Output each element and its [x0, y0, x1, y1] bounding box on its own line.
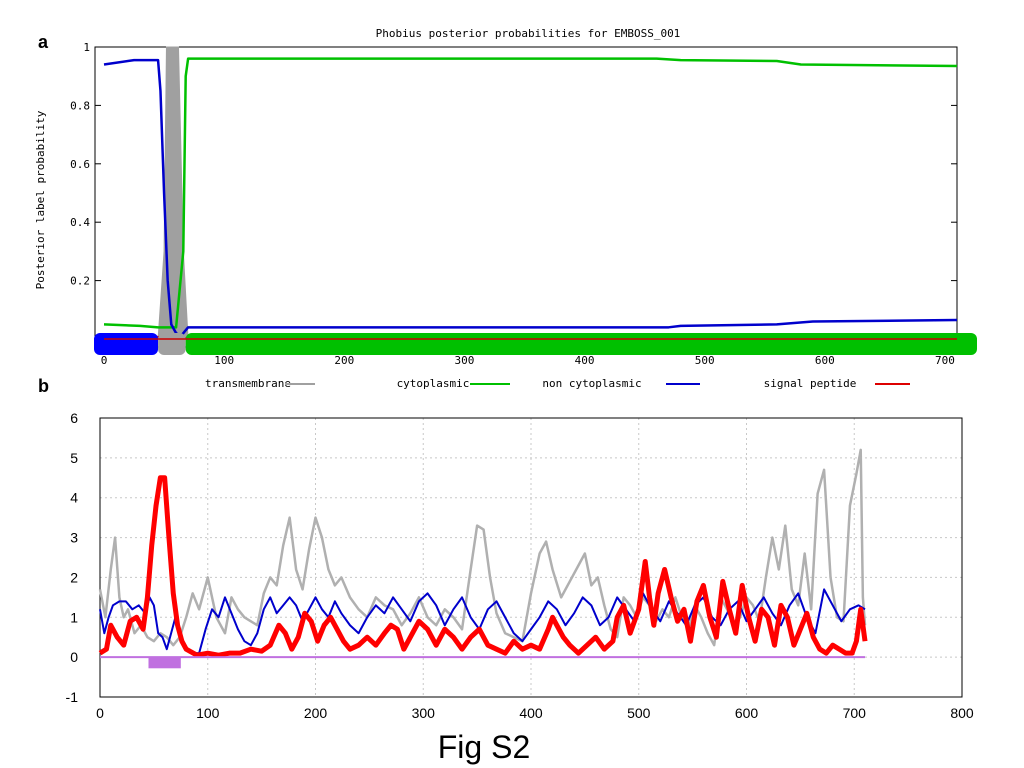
- legend-label: non cytoplasmic: [542, 377, 641, 390]
- chart-a-xtick-label: 700: [935, 354, 955, 367]
- topology-segment-transmembrane: [158, 333, 186, 355]
- panel-b-label: b: [38, 376, 49, 396]
- chart-b-xtick-label: 700: [843, 705, 867, 721]
- chart-a-ytick-label: 0.4: [70, 216, 90, 229]
- chart-b-ytick-label: 2: [70, 569, 78, 585]
- chart-a-xtick-label: 0: [101, 354, 108, 367]
- chart-b-ytick-label: -1: [66, 689, 79, 705]
- topology-segment-cytoplasmic: [185, 333, 977, 355]
- phobius-chart: Phobius posterior probabilities for EMBO…: [34, 27, 977, 390]
- chart-b-xtick-label: 100: [196, 705, 220, 721]
- chart-a-ylabel: Posterior label probability: [34, 110, 47, 289]
- chart-b-ytick-label: 0: [70, 649, 78, 665]
- chart-b-xtick-label: 400: [519, 705, 543, 721]
- profile-series-2: [98, 475, 868, 658]
- chart-a-title: Phobius posterior probabilities for EMBO…: [376, 27, 681, 40]
- profile-series-0: [98, 448, 867, 647]
- chart-a-frame: [94, 46, 958, 348]
- legend-label: cytoplasmic: [397, 377, 470, 390]
- chart-a-ytick-label: 0.6: [70, 158, 90, 171]
- legend-label: transmembrane: [205, 377, 291, 390]
- chart-b-ytick-label: 3: [70, 530, 78, 546]
- chart-a-ytick-label: 0.2: [70, 275, 90, 288]
- panel-a-label: a: [38, 32, 49, 52]
- chart-b-xtick-label: 800: [950, 705, 974, 721]
- series-cytoplasmic: [103, 57, 958, 329]
- chart-a-ytick-label: 0.8: [70, 99, 90, 112]
- chart-b-xtick-label: 0: [96, 705, 104, 721]
- chart-b-ytick-label: 6: [70, 410, 78, 426]
- chart-a-xtick-label: 500: [695, 354, 715, 367]
- legend-label: signal peptide: [764, 377, 857, 390]
- chart-b-xtick-label: 600: [735, 705, 759, 721]
- series-transmembrane: [104, 46, 957, 340]
- chart-a-xtick-label: 300: [454, 354, 474, 367]
- topology-segment-non-cytoplasmic: [94, 333, 159, 355]
- chart-a-legend: transmembrane cytoplasmic non cytoplasmic s…: [205, 377, 910, 390]
- chart-a-xtick-label: 600: [815, 354, 835, 367]
- chart-b-ytick-label: 4: [70, 490, 78, 506]
- series-non-cytoplasmic: [103, 58, 958, 338]
- chart-b-xtick-label: 300: [412, 705, 436, 721]
- figure-caption: Fig S2: [438, 729, 530, 765]
- highlight-band: [148, 657, 181, 669]
- chart-b-xtick-label: 200: [304, 705, 328, 721]
- chart-b-ytick-label: 1: [70, 609, 78, 625]
- chart-a-xtick-label: 400: [575, 354, 595, 367]
- chart-a-ytick-label: 1: [83, 41, 90, 54]
- chart-a-xtick-label: 200: [334, 354, 354, 367]
- chart-a-xtick-label: 100: [214, 354, 234, 367]
- chart-b-xtick-label: 500: [627, 705, 651, 721]
- chart-b-ytick-label: 5: [70, 450, 78, 466]
- chart-b-frame: [99, 417, 963, 698]
- profile-chart: -1 0 1 2 3 4 5 6 0 100 200 300 400 500 600 700 800: [66, 410, 974, 721]
